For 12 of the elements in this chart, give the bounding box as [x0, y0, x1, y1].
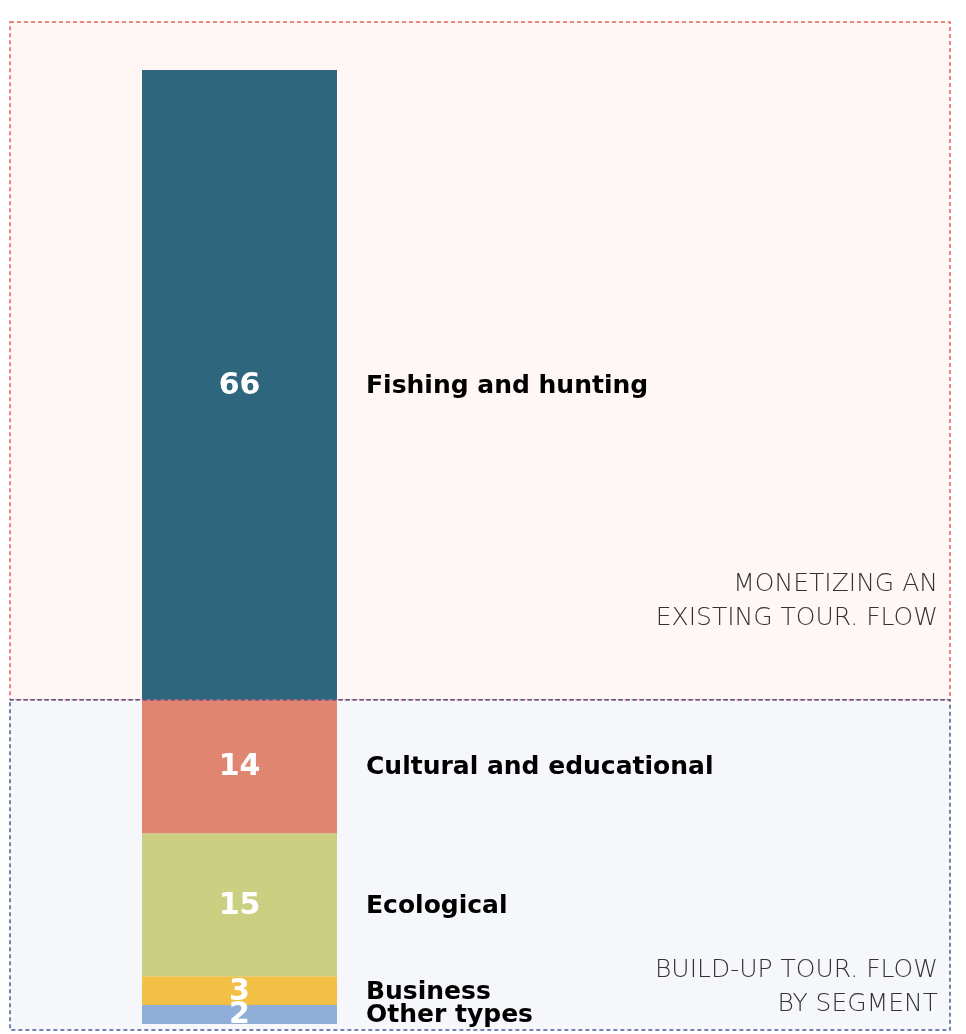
data-label: 14 [218, 747, 261, 783]
bar [142, 699, 337, 834]
band-label: MONETIZING AN EXISTING TOUR. FLOW [655, 567, 938, 631]
band-label: BUILD-UP TOUR. FLOW BY SEGMENT [655, 954, 938, 1017]
series-label: Cultural and educational [366, 751, 714, 781]
bar [142, 833, 337, 977]
bar [142, 70, 337, 700]
series-label: Ecological [366, 889, 508, 919]
series-label: Fishing and hunting [366, 369, 649, 399]
data-label: 66 [218, 365, 261, 401]
data-label: 15 [218, 885, 261, 921]
series-label: Other types [366, 999, 533, 1029]
